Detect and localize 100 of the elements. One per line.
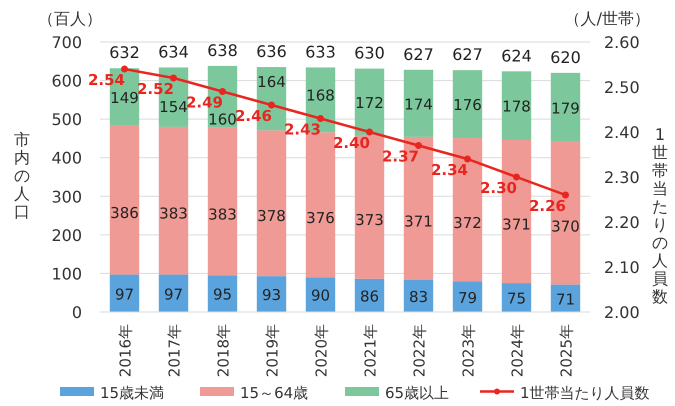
data-label: 164: [257, 73, 286, 91]
data-label: 383: [159, 204, 188, 223]
y-tick-label: 300: [51, 187, 82, 206]
bar: [110, 274, 140, 312]
y-tick-label: 400: [51, 148, 82, 168]
bar: [256, 130, 286, 276]
data-label: 71: [556, 290, 576, 308]
y-tick-label: 0: [72, 303, 82, 322]
y2-tick-label: 2.00: [604, 303, 640, 322]
data-label: 79: [458, 288, 478, 307]
data-label: 174: [404, 95, 433, 114]
text: （百人）: [38, 9, 102, 28]
data-label: 83: [408, 288, 428, 306]
total-label: 632: [109, 43, 140, 62]
data-label: 2.37: [382, 148, 420, 166]
data-label: 93: [262, 286, 282, 304]
total-label: 620: [550, 48, 581, 67]
data-label: 372: [453, 214, 482, 232]
total-label: 627: [403, 44, 434, 64]
data-label: 2.34: [430, 161, 468, 179]
y-tick-label: 200: [51, 226, 82, 245]
data-label: 376: [306, 208, 335, 227]
x-tick-label: 2021年: [362, 324, 380, 378]
data-label: 371: [502, 216, 531, 234]
legend-label: 15～64歳: [240, 384, 308, 402]
bar: [502, 71, 532, 140]
point: [268, 102, 275, 108]
bar: [404, 70, 434, 137]
point: [170, 74, 177, 82]
data-label: 2.46: [234, 107, 272, 125]
data-label: 378: [257, 207, 286, 226]
total-label: 627: [452, 45, 483, 64]
data-label: 370: [551, 217, 580, 236]
x-tick-label: 2023年: [460, 324, 478, 378]
bar: [110, 126, 140, 275]
bar: [158, 126, 188, 275]
data-label: 172: [355, 94, 384, 112]
y-tick-label: 700: [51, 33, 82, 52]
data-label: 2.40: [332, 134, 370, 152]
x-tick-label: 2020年: [312, 324, 330, 378]
legend-label: 15歳未満: [100, 384, 164, 402]
y-axis-title: 市内の人口: [14, 130, 30, 221]
total-label: 636: [256, 42, 287, 62]
data-label: 95: [212, 286, 232, 304]
data-label: 154: [159, 98, 188, 116]
y-tick-label: 100: [51, 264, 82, 284]
point: [513, 174, 520, 180]
data-label: 2.26: [528, 197, 566, 215]
data-label: 2.43: [284, 120, 322, 138]
legend-label: 65歳以上: [385, 384, 450, 402]
x-tick-label: 2016年: [116, 324, 134, 378]
data-label: 90: [310, 286, 330, 305]
y2-tick-label: 2.50: [604, 78, 640, 97]
data-label: 371: [404, 212, 433, 230]
data-label: 160: [208, 110, 237, 129]
x-tick-label: 2019年: [264, 324, 282, 378]
point: [562, 192, 569, 198]
point: [317, 115, 324, 122]
point: [464, 156, 471, 162]
x-tick-label: 2018年: [214, 324, 232, 378]
x-tick-label: 2017年: [166, 324, 184, 378]
data-label: 75: [506, 290, 526, 308]
data-label: 176: [453, 96, 482, 114]
bar: [452, 70, 482, 138]
x-tick-label: 2025年: [558, 324, 576, 378]
y2-tick-label: 2.40: [604, 123, 640, 142]
data-label: 86: [360, 287, 380, 306]
data-label: 168: [306, 86, 335, 104]
legend-label: 1世帯当たり人員数: [520, 384, 650, 402]
total-label: 630: [354, 44, 385, 63]
data-label: 373: [355, 210, 384, 229]
y2-tick-label: 2.20: [604, 213, 640, 232]
x-tick-label: 2022年: [410, 324, 428, 378]
bar: [550, 72, 580, 142]
total-label: 634: [158, 42, 189, 62]
bar: [158, 274, 188, 312]
data-label: 97: [114, 285, 134, 304]
data-label: 383: [208, 205, 237, 224]
y2-tick-label: 2.60: [604, 33, 640, 52]
x-tick-label: 2024年: [508, 324, 526, 378]
text: 1世帯当たりの人員数: [652, 125, 668, 306]
y2-tick-label: 2.30: [604, 168, 640, 187]
data-label: 149: [110, 88, 139, 107]
bar: [208, 128, 238, 276]
y-tick-label: 600: [51, 72, 82, 91]
point: [366, 128, 373, 136]
data-label: 386: [110, 204, 139, 222]
point: [415, 142, 422, 149]
y2-tick-label: 2.10: [604, 258, 640, 277]
data-label: 179: [551, 99, 580, 118]
data-label: 2.30: [480, 179, 518, 197]
y-tick-label: 500: [51, 110, 82, 130]
total-label: 633: [305, 42, 336, 62]
data-label: 97: [164, 285, 184, 304]
total-label: 624: [501, 46, 532, 66]
total-label: 638: [207, 40, 238, 60]
data-label: 178: [502, 98, 531, 116]
point: [121, 66, 128, 72]
text: （人/世帯）: [564, 9, 650, 28]
point: [219, 88, 226, 95]
